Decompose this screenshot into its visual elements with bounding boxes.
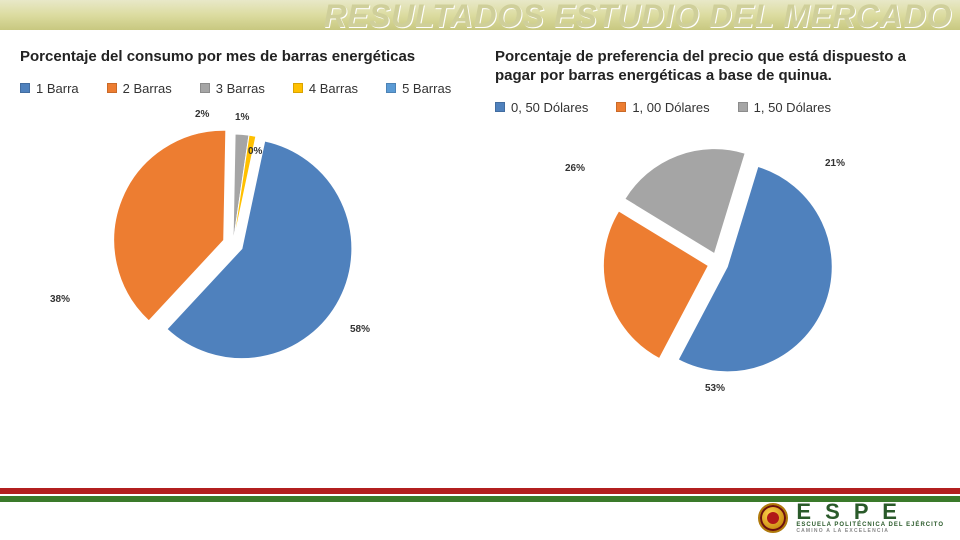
legend-label: 2 Barras — [123, 81, 172, 96]
chart-left: Porcentaje del consumo por mes de barras… — [20, 48, 465, 403]
data-label: 0% — [248, 146, 262, 157]
pie-left: 58% 38% 2% 1% 0% — [20, 104, 465, 384]
header-band: RESULTADOS ESTUDIO DEL MERCADO — [0, 0, 960, 30]
legend-swatch — [386, 83, 396, 93]
espe-sub2: CAMINO A LA EXCELENCIA — [796, 528, 944, 534]
logo-area: E S P E ESCUELA POLITÉCNICA DEL EJÉRCITO… — [758, 502, 944, 534]
legend-swatch — [616, 102, 626, 112]
data-label: 21% — [825, 158, 845, 169]
pie-right: 53% 26% 21% — [495, 123, 940, 403]
legend-swatch — [738, 102, 748, 112]
legend-label: 1, 50 Dólares — [754, 100, 831, 115]
legend-label: 0, 50 Dólares — [511, 100, 588, 115]
legend-swatch — [20, 83, 30, 93]
legend-item: 1 Barra — [20, 81, 79, 96]
data-label: 38% — [50, 294, 70, 305]
legend-label: 3 Barras — [216, 81, 265, 96]
legend-label: 5 Barras — [402, 81, 451, 96]
legend-item: 5 Barras — [386, 81, 451, 96]
data-label: 53% — [705, 383, 725, 394]
legend-label: 1 Barra — [36, 81, 79, 96]
data-label: 2% — [195, 109, 209, 120]
legend-item: 0, 50 Dólares — [495, 100, 588, 115]
chart-right: Porcentaje de preferencia del precio que… — [495, 48, 940, 403]
legend-item: 2 Barras — [107, 81, 172, 96]
legend-item: 1, 50 Dólares — [738, 100, 831, 115]
legend-label: 1, 00 Dólares — [632, 100, 709, 115]
data-label: 1% — [235, 112, 249, 123]
legend-swatch — [200, 83, 210, 93]
legend-swatch — [107, 83, 117, 93]
data-label: 26% — [565, 163, 585, 174]
page-title: RESULTADOS ESTUDIO DEL MERCADO — [324, 0, 952, 35]
legend-left: 1 Barra 2 Barras 3 Barras 4 Barras 5 Barras — [20, 81, 465, 96]
legend-item: 1, 00 Dólares — [616, 100, 709, 115]
legend-label: 4 Barras — [309, 81, 358, 96]
charts-row: Porcentaje del consumo por mes de barras… — [0, 30, 960, 403]
legend-right: 0, 50 Dólares 1, 00 Dólares 1, 50 Dólares — [495, 100, 940, 115]
espe-main: E S P E — [796, 502, 944, 522]
data-label: 58% — [350, 324, 370, 335]
espe-badge-icon — [758, 503, 788, 533]
legend-swatch — [293, 83, 303, 93]
chart-right-title: Porcentaje de preferencia del precio que… — [495, 48, 940, 86]
legend-item: 4 Barras — [293, 81, 358, 96]
legend-swatch — [495, 102, 505, 112]
espe-text: E S P E ESCUELA POLITÉCNICA DEL EJÉRCITO… — [796, 502, 944, 534]
chart-left-title: Porcentaje del consumo por mes de barras… — [20, 48, 465, 67]
legend-item: 3 Barras — [200, 81, 265, 96]
